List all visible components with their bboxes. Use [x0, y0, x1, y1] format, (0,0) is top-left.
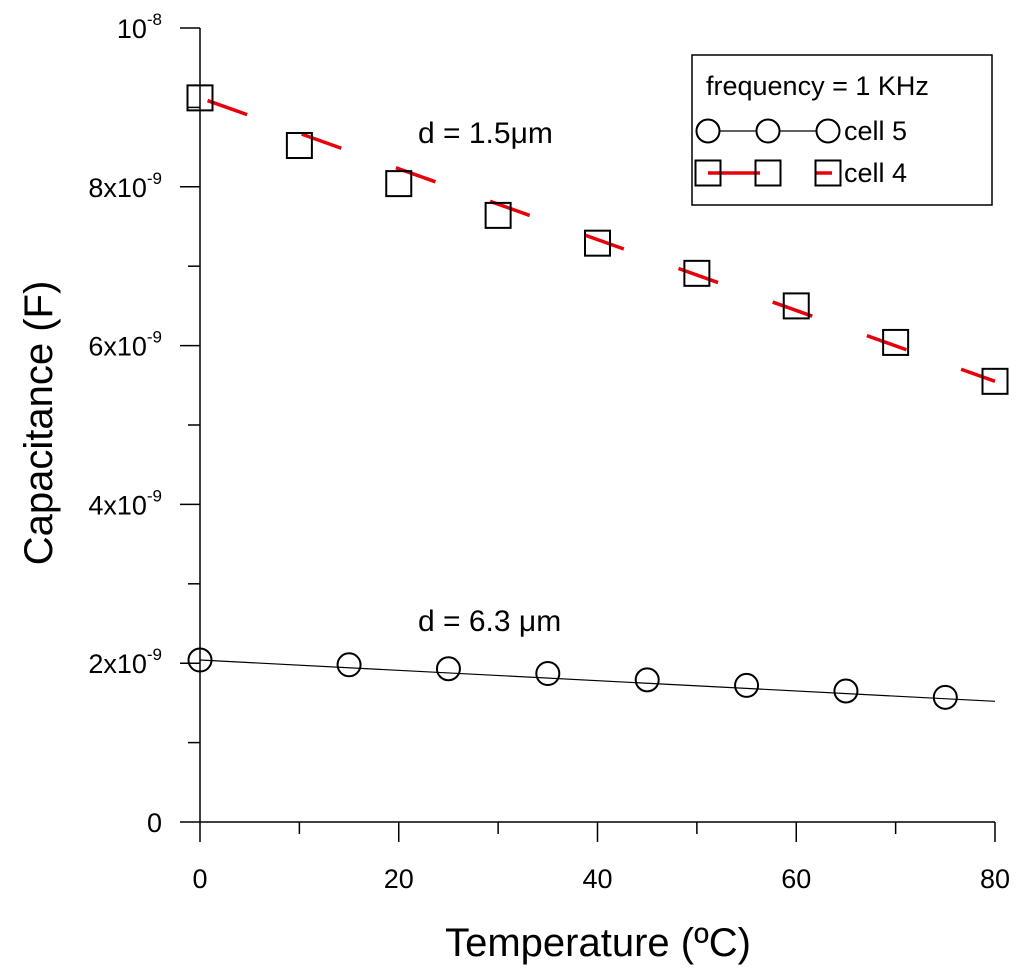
- data-point-cell-5: [833, 678, 859, 704]
- legend-glyphs: [694, 118, 842, 187]
- legend-marker-cell-4: [754, 159, 782, 187]
- data-point-cell-5: [634, 667, 660, 693]
- y-tick-label: 6x10-9: [88, 328, 162, 362]
- data-point-cell-4: [584, 229, 611, 257]
- x-axis-title: Temperature (ºC): [445, 921, 751, 965]
- legend-label-cell-5: cell 5: [844, 116, 907, 146]
- data-point-cell-4: [782, 292, 810, 320]
- legend-label-cell-4: cell 4: [844, 158, 907, 188]
- y-tick-label: 0: [147, 808, 162, 838]
- legend-marker-cell-5: [755, 118, 781, 144]
- legend-marker-cell-4: [694, 159, 722, 187]
- legend: frequency = 1 KHz cell 5 cell 4: [691, 54, 993, 206]
- legend-marker-cell-4: [814, 159, 842, 187]
- axes: [180, 27, 996, 842]
- y-tick-label: 4x10-9: [88, 486, 162, 520]
- data-point-cell-5: [336, 652, 362, 678]
- y-tick-label: 2x10-9: [88, 645, 162, 679]
- data-markers: [186, 84, 1009, 710]
- annotation-d-1-5: d = 1.5μm: [418, 117, 553, 150]
- x-tick-label: 60: [781, 864, 811, 894]
- x-tick-label: 20: [384, 864, 414, 894]
- data-point-cell-5: [932, 684, 958, 710]
- data-point-cell-4: [882, 328, 910, 356]
- data-point-cell-4: [285, 132, 313, 160]
- x-tick-label: 80: [980, 864, 1010, 894]
- data-point-cell-4: [186, 84, 214, 112]
- annotation-d-6-3: d = 6.3 μm: [418, 605, 561, 638]
- x-tick-label: 0: [192, 864, 207, 894]
- data-point-cell-4: [981, 367, 1009, 395]
- data-point-cell-5: [435, 656, 461, 682]
- legend-marker-cell-5: [815, 118, 841, 144]
- data-point-cell-5: [187, 647, 213, 673]
- y-axis-title: Capacitance (F): [17, 281, 61, 566]
- data-point-cell-4: [683, 259, 711, 287]
- data-point-cell-4: [385, 170, 413, 198]
- data-point-cell-5: [734, 672, 760, 698]
- fit-line-cell-5: [199, 659, 996, 702]
- data-point-cell-5: [535, 661, 561, 687]
- legend-box: [691, 54, 993, 206]
- x-tick-label: 40: [582, 864, 612, 894]
- legend-marker-cell-5: [695, 118, 721, 144]
- data-point-cell-4: [484, 201, 512, 229]
- y-tick-label: 10-8: [117, 10, 162, 44]
- fit-line-cell-4: [199, 96, 996, 383]
- fit-lines: [199, 96, 996, 702]
- legend-title: frequency = 1 KHz: [706, 71, 929, 101]
- y-tick-label: 8x10-9: [88, 169, 162, 203]
- tick-labels: 0 20 40 60 80 0 2x10-9 4x10-9 6x10-9 8x10-9 10-8: [88, 10, 1010, 894]
